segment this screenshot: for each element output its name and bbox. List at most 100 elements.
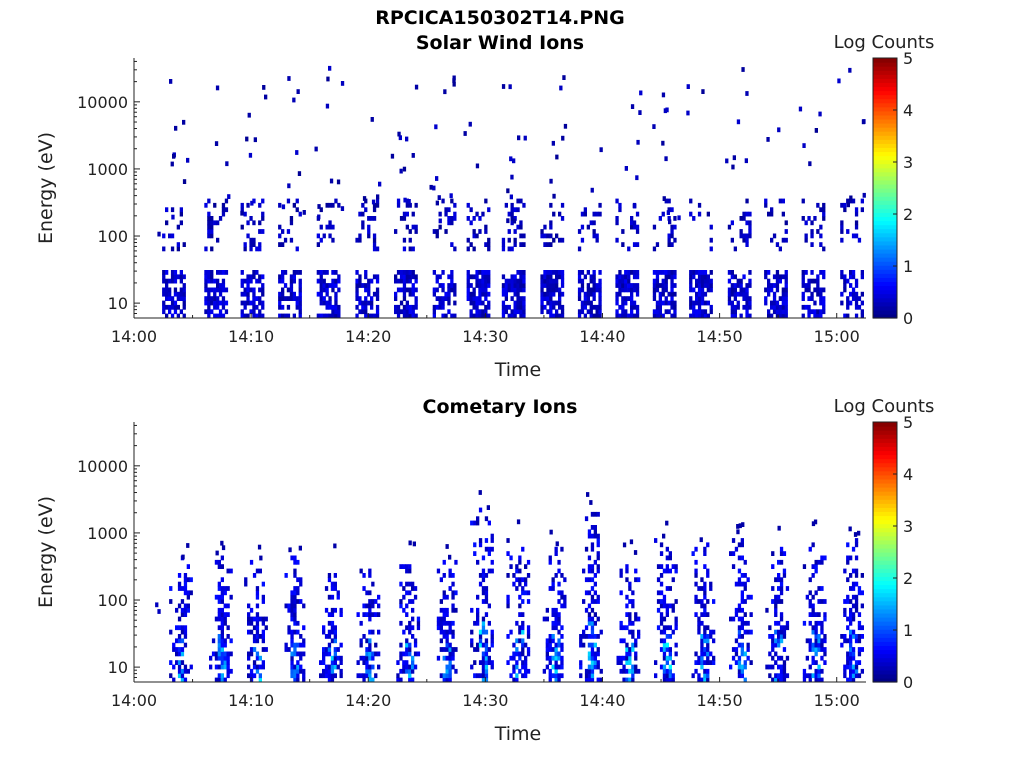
data-cell [560,647,564,652]
data-cell [593,664,597,670]
data-cell [473,551,477,556]
x-tick-label: 15:00 [814,327,860,346]
data-cell [396,287,401,293]
data-cell [662,677,667,683]
data-cell [554,607,558,613]
data-cell [296,590,300,596]
data-cell [801,304,805,310]
data-cell [490,533,494,539]
data-cell [549,224,553,230]
data-cell [221,270,226,275]
data-cell [512,655,516,661]
data-cell [549,220,553,226]
data-cell [808,612,812,617]
data-cell [555,278,559,284]
data-cell [656,590,661,596]
data-cell [674,642,678,648]
data-cell [694,599,698,604]
data-cell [577,313,582,319]
data-cell [857,638,862,644]
data-cell [563,603,567,609]
data-cell [444,211,448,217]
data-cell [587,616,592,622]
data-cell [673,304,677,310]
data-cell [671,577,675,583]
data-cell [665,625,669,631]
colorbar-swatch [873,669,897,675]
data-cell [327,664,332,670]
data-cell [706,568,710,574]
data-cell [339,660,343,665]
data-cell [168,287,172,293]
data-cell [490,664,494,670]
data-cell [451,664,455,670]
data-cell [739,291,743,297]
data-cell [325,300,329,306]
data-cell [402,629,406,635]
data-cell [413,594,418,600]
data-cell [405,590,409,596]
data-cell [358,283,362,288]
data-cell [405,647,409,652]
data-cell [706,651,710,657]
data-cell [173,291,178,297]
data-cell [671,677,675,683]
data-cell [774,612,778,617]
data-cell [622,677,626,683]
data-cell [519,287,523,293]
data-cell [546,278,550,284]
data-cell [810,309,814,315]
data-cell [439,625,443,631]
data-cell [817,634,821,639]
data-cell [740,647,744,652]
data-cell [255,616,260,622]
data-cell [506,603,510,609]
data-cell [849,638,853,644]
data-cell [849,300,853,306]
data-cell [625,594,629,600]
data-cell [411,599,415,604]
data-cell [220,655,224,661]
data-cell [843,568,847,574]
data-cell [673,274,677,280]
data-cell [214,141,219,146]
data-cell [811,655,815,661]
data-cell [330,664,335,670]
data-cell [734,581,739,587]
data-cell [183,629,188,635]
data-cell [296,577,300,583]
data-cell [627,278,631,284]
data-cell [371,599,375,604]
data-cell [737,664,742,670]
data-cell [851,568,856,574]
data-cell [220,564,224,569]
data-cell [725,158,729,164]
data-cell [253,137,257,143]
data-cell [518,603,522,609]
data-cell [258,673,262,679]
data-cell [592,296,596,301]
data-cell [781,198,785,204]
data-cell [709,629,713,635]
data-cell [586,287,590,293]
data-cell [252,625,257,631]
data-cell [469,291,473,297]
data-cell [551,664,555,670]
data-cell [302,673,306,679]
data-cell [177,664,182,670]
colorbar-swatch [873,269,897,274]
data-cell [371,199,376,205]
data-cell [367,291,371,297]
data-cell [595,237,599,243]
data-cell [220,642,224,648]
data-cell [510,296,514,301]
data-cell [322,651,326,657]
data-cell [521,590,525,596]
data-cell [316,233,320,239]
data-cell [697,291,702,297]
data-cell [665,607,669,613]
data-cell [365,638,369,644]
data-cell [220,673,224,679]
data-cell [580,224,585,230]
data-cell [775,313,780,319]
